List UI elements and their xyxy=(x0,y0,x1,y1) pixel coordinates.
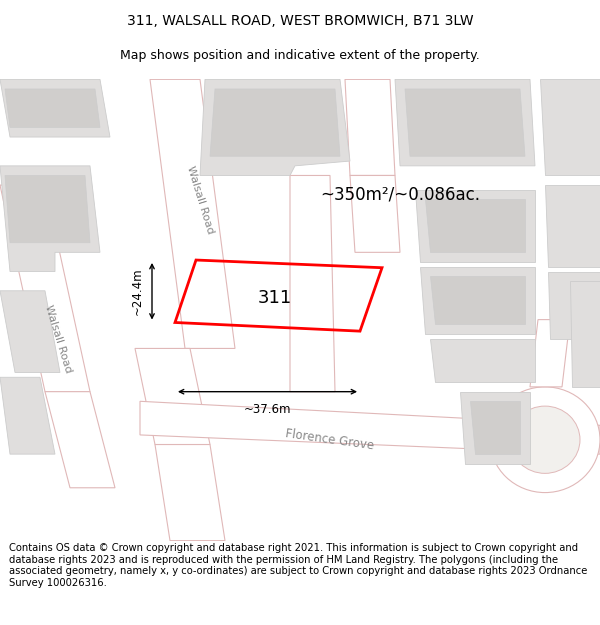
Circle shape xyxy=(490,387,600,492)
Polygon shape xyxy=(460,392,530,464)
Text: 311, WALSALL ROAD, WEST BROMWICH, B71 3LW: 311, WALSALL ROAD, WEST BROMWICH, B71 3L… xyxy=(127,14,473,28)
Text: Contains OS data © Crown copyright and database right 2021. This information is : Contains OS data © Crown copyright and d… xyxy=(9,543,587,588)
Polygon shape xyxy=(45,392,115,488)
Polygon shape xyxy=(350,176,400,253)
Circle shape xyxy=(510,406,580,473)
Polygon shape xyxy=(480,401,560,454)
Text: ~24.4m: ~24.4m xyxy=(131,268,144,315)
Polygon shape xyxy=(395,79,535,166)
Polygon shape xyxy=(210,89,340,156)
Text: ~37.6m: ~37.6m xyxy=(244,403,291,416)
Polygon shape xyxy=(530,319,570,387)
Polygon shape xyxy=(430,276,525,324)
Polygon shape xyxy=(135,349,210,444)
Polygon shape xyxy=(5,89,100,127)
Polygon shape xyxy=(545,185,600,267)
Polygon shape xyxy=(0,378,55,454)
Polygon shape xyxy=(570,281,600,387)
Text: Walsall Road: Walsall Road xyxy=(185,164,215,235)
Polygon shape xyxy=(150,79,235,349)
Polygon shape xyxy=(470,401,520,454)
Text: Florence Grove: Florence Grove xyxy=(285,427,375,452)
Text: Map shows position and indicative extent of the property.: Map shows position and indicative extent… xyxy=(120,49,480,62)
Polygon shape xyxy=(345,79,395,176)
Polygon shape xyxy=(430,339,535,382)
Text: ~350m²/~0.086ac.: ~350m²/~0.086ac. xyxy=(320,186,480,204)
Polygon shape xyxy=(548,271,600,339)
Polygon shape xyxy=(415,190,535,262)
Polygon shape xyxy=(405,89,525,156)
Polygon shape xyxy=(5,176,90,242)
Polygon shape xyxy=(200,79,350,176)
Polygon shape xyxy=(420,267,535,334)
Polygon shape xyxy=(0,291,60,372)
Polygon shape xyxy=(0,185,90,392)
Polygon shape xyxy=(425,199,525,252)
Polygon shape xyxy=(0,166,100,271)
Polygon shape xyxy=(155,444,225,541)
Polygon shape xyxy=(540,79,600,176)
Polygon shape xyxy=(290,176,335,392)
Text: Walsall Road: Walsall Road xyxy=(43,304,73,374)
Polygon shape xyxy=(0,79,110,137)
Polygon shape xyxy=(140,401,600,454)
Text: 311: 311 xyxy=(258,289,292,308)
